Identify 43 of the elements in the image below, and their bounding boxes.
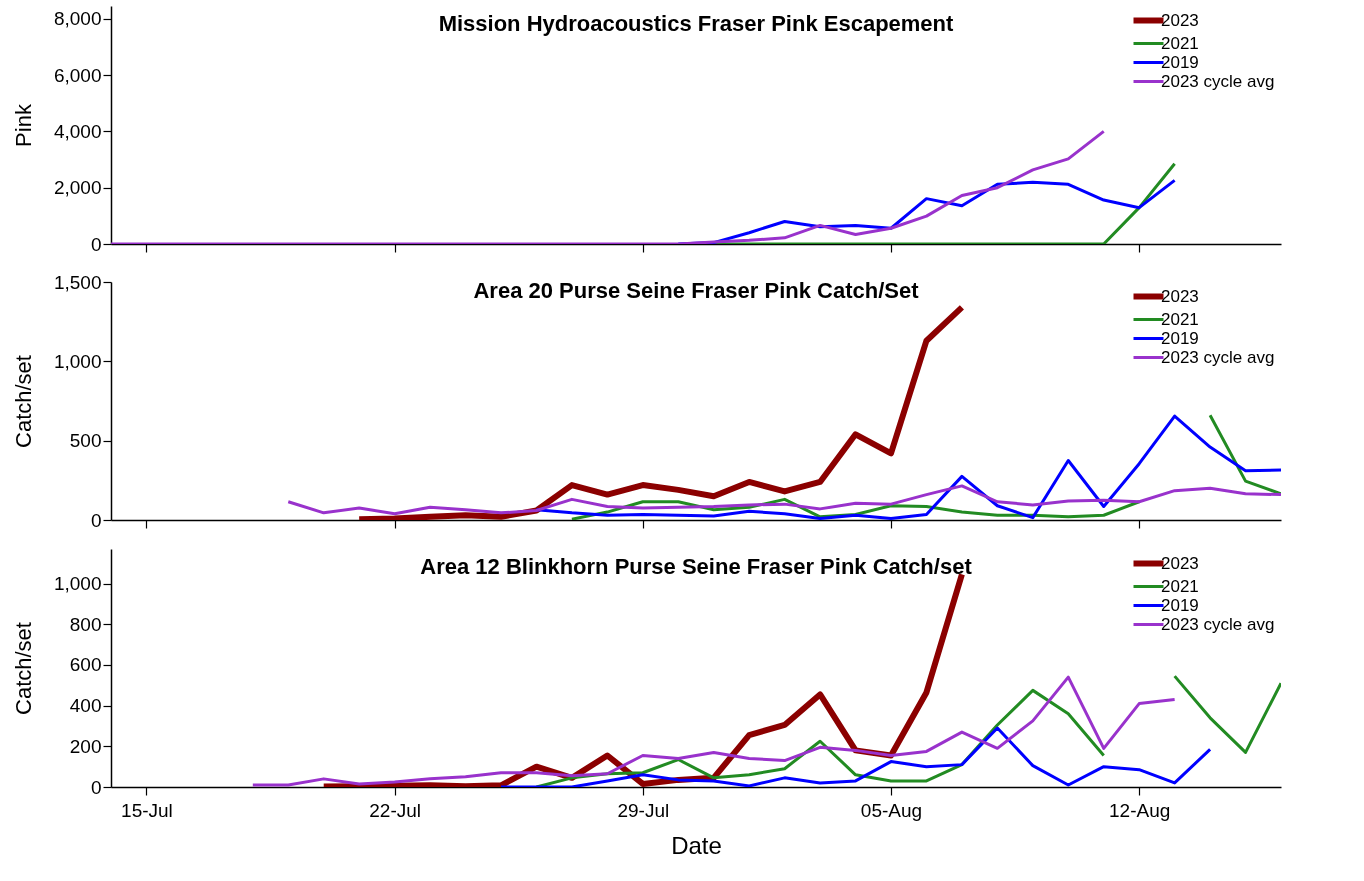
- chart-title: Area 20 Purse Seine Fraser Pink Catch/Set: [473, 278, 920, 303]
- legend-label: 2021: [1161, 33, 1199, 53]
- y-tick-label: 400: [69, 695, 102, 717]
- y-tick-label: 8,000: [53, 8, 102, 30]
- legend-label: 2021: [1161, 576, 1199, 596]
- legend-label: 2023 cycle avg: [1161, 614, 1275, 634]
- line-series: [111, 129, 1106, 244]
- y-axis-title: Pink: [10, 103, 36, 147]
- legend-label: 2023 cycle avg: [1161, 71, 1275, 91]
- legend-label: 2019: [1161, 595, 1199, 615]
- y-tick-label: 1,500: [53, 271, 102, 293]
- y-tick-label: 0: [90, 509, 102, 531]
- y-tick-label: 1,000: [53, 350, 102, 372]
- legend-label: 2023: [1161, 10, 1199, 30]
- legend-label: 2023: [1161, 553, 1199, 573]
- line-series: [251, 675, 1177, 787]
- x-tick-label: 29-Jul: [617, 799, 670, 821]
- y-tick-label: 800: [69, 613, 102, 635]
- x-axis-title: Date: [671, 831, 722, 859]
- x-tick-label: 15-Jul: [121, 799, 173, 821]
- y-axis-title: Catch/set: [10, 355, 36, 448]
- y-axis-title: Catch/set: [10, 622, 36, 715]
- y-tick-label: 500: [69, 430, 102, 452]
- y-tick-label: 1,000: [53, 573, 102, 595]
- legend-label: 2021: [1161, 309, 1199, 329]
- x-tick-label: 05-Aug: [860, 799, 923, 821]
- legend-label: 2019: [1161, 52, 1199, 72]
- line-series: [499, 726, 1212, 787]
- y-tick-label: 200: [69, 735, 102, 757]
- chart-title: Area 12 Blinkhorn Purse Seine Fraser Pink Catch/set: [420, 554, 973, 579]
- x-tick-label: 12-Aug: [1109, 799, 1171, 821]
- legend-label: 2023: [1161, 286, 1199, 306]
- line-series: [286, 484, 1281, 516]
- y-tick-label: 6,000: [53, 64, 102, 86]
- y-tick-label: 2,000: [53, 177, 102, 199]
- y-tick-label: 600: [69, 654, 102, 676]
- y-tick-label: 0: [90, 776, 102, 798]
- y-tick-label: 0: [90, 233, 102, 255]
- y-tick-label: 4,000: [53, 120, 102, 142]
- legend-label: 2019: [1161, 328, 1199, 348]
- x-tick-label: 22-Jul: [369, 799, 422, 821]
- chart-title: Mission Hydroacoustics Fraser Pink Escapement: [438, 11, 955, 36]
- legend-label: 2023 cycle avg: [1161, 347, 1275, 367]
